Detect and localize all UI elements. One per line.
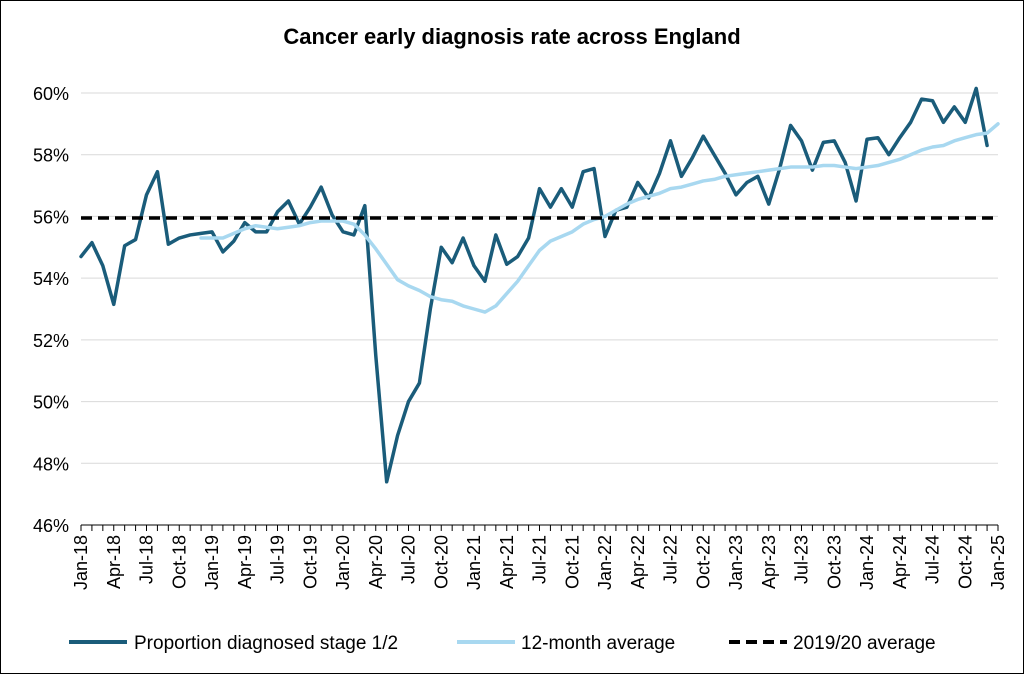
y-tick-label: 54%: [33, 269, 69, 289]
x-tick-label: Oct-21: [562, 535, 582, 589]
legend: Proportion diagnosed stage 1/2 12-month a…: [69, 633, 936, 654]
x-tick-label: Jan-24: [857, 535, 877, 590]
y-tick-label: 52%: [33, 331, 69, 351]
y-tick-label: 56%: [33, 207, 69, 227]
x-tick-label: Jan-23: [726, 535, 746, 590]
x-tick-label: Apr-19: [235, 535, 255, 589]
x-tick-label: Jan-18: [71, 535, 91, 590]
y-tick-label: 58%: [33, 146, 69, 166]
series-line-stage-1-2: [79, 86, 989, 484]
y-axis: 46% 48% 50% 52% 54% 56% 58% 60%: [33, 84, 69, 536]
x-tick-label: Jul-23: [792, 535, 812, 584]
x-tick-label: Jul-18: [137, 535, 157, 584]
x-tick-label: Apr-22: [628, 535, 648, 589]
gridlines: [81, 92, 998, 464]
x-tick-label: Oct-20: [431, 535, 451, 589]
x-tick-label: Jul-22: [661, 535, 681, 584]
legend-label: Proportion diagnosed stage 1/2: [134, 633, 398, 654]
x-tick-label: Apr-20: [366, 535, 386, 589]
x-tick-label: Apr-18: [104, 535, 124, 589]
legend-label: 12-month average: [521, 633, 675, 654]
x-tick-label: Jan-19: [202, 535, 222, 590]
y-tick-label: 60%: [33, 84, 69, 104]
x-tick-label: Apr-24: [890, 535, 910, 589]
y-tick-label: 46%: [33, 516, 69, 536]
x-tick-label: Jul-20: [399, 535, 419, 584]
x-tick-label: Jan-25: [988, 535, 1008, 590]
chart-title: Cancer early diagnosis rate across Engla…: [283, 24, 740, 49]
x-tick-label: Jul-21: [530, 535, 550, 584]
x-tick-label: Jul-24: [923, 535, 943, 584]
series-layer: [79, 86, 1000, 484]
x-tick-label: Jan-21: [464, 535, 484, 590]
x-tick-label: Jul-19: [268, 535, 288, 584]
x-tick-label: Oct-18: [169, 535, 189, 589]
x-tick-label: Oct-22: [693, 535, 713, 589]
x-tick-label: Oct-23: [824, 535, 844, 589]
x-tick-label: Jan-20: [333, 535, 353, 590]
y-tick-label: 48%: [33, 454, 69, 474]
legend-label: 2019/20 average: [793, 633, 936, 654]
x-axis: Jan-18 Apr-18 Jul-18 Oct-18 Jan-19 Apr-19 Jul-…: [71, 524, 1008, 590]
x-tick-label: Oct-24: [955, 535, 975, 589]
x-tick-label: Jan-22: [595, 535, 615, 590]
x-tick-label: Apr-21: [497, 535, 517, 589]
y-tick-label: 50%: [33, 393, 69, 413]
x-tick-label: Apr-23: [759, 535, 779, 589]
x-tick-label: Oct-19: [300, 535, 320, 589]
